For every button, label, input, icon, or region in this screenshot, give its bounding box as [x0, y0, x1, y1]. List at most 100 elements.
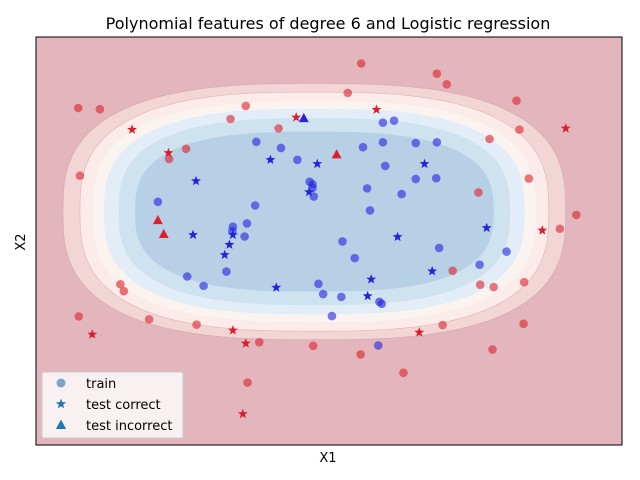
y-axis-label: X2 [14, 233, 29, 250]
train-point-8 [362, 184, 372, 193]
train-point-26 [318, 289, 328, 299]
train-point-6 [358, 142, 368, 152]
legend-train-label: train [86, 377, 116, 392]
train-point-37 [378, 118, 388, 127]
train-point-47 [274, 124, 283, 133]
train-point-72 [519, 319, 528, 329]
train-point-7 [378, 137, 388, 147]
test-correct-point-11 [427, 265, 438, 276]
test-incorrect-point-2 [152, 214, 163, 225]
train-point-58 [555, 224, 565, 234]
test-correct-point-1 [312, 158, 323, 169]
train-point-36 [389, 116, 399, 125]
train-point-70 [489, 282, 498, 292]
legend: train test correct test incorrect [41, 371, 184, 439]
train-point-15 [242, 219, 252, 228]
train-point-12 [397, 189, 406, 199]
test-correct-point-21 [227, 325, 238, 335]
train-point-41 [95, 104, 105, 114]
train-point-54 [485, 134, 494, 144]
test-correct-point-20 [87, 329, 98, 339]
contour-band-5 [135, 131, 494, 292]
train-point-31 [475, 260, 484, 269]
test-correct-point-5 [188, 229, 198, 240]
train-point-18 [153, 197, 163, 207]
chart-title: Polynomial features of degree 6 and Logi… [106, 14, 551, 33]
legend-star-symbol [55, 398, 67, 409]
legend-test-incorrect-label: test incorrect [86, 419, 172, 434]
test-correct-point-7 [224, 239, 235, 249]
train-point-1 [276, 143, 286, 153]
train-point-50 [432, 69, 442, 79]
test-correct-point-9 [392, 231, 403, 242]
train-point-66 [356, 350, 365, 359]
test-correct-point-16 [163, 147, 174, 158]
test-correct-point-13 [271, 282, 282, 292]
test-correct-point-18 [560, 123, 571, 133]
train-point-14 [250, 201, 260, 210]
train-point-64 [254, 337, 264, 347]
train-point-17 [240, 232, 249, 241]
train-point-67 [438, 320, 447, 330]
train-point-39 [228, 222, 238, 232]
train-point-52 [512, 96, 521, 105]
test-correct-point-17 [371, 104, 382, 114]
train-point-45 [226, 114, 235, 124]
test-correct-point-22 [240, 338, 251, 348]
train-point-51 [442, 80, 452, 89]
test-correct-point-19 [537, 225, 548, 235]
train-point-60 [119, 286, 129, 296]
test-correct-point-6 [227, 229, 238, 240]
test-incorrect-point-3 [158, 228, 169, 238]
train-point-21 [434, 243, 444, 253]
train-point-53 [515, 125, 524, 134]
train-point-74 [399, 368, 408, 378]
train-point-22 [222, 267, 231, 276]
train-point-9 [365, 206, 375, 215]
train-point-19 [338, 237, 347, 246]
legend-test-incorrect-marker [55, 419, 67, 430]
train-point-11 [411, 174, 421, 184]
test-correct-point-23 [414, 327, 425, 337]
test-correct-point-12 [366, 274, 377, 284]
test-correct-point-2 [304, 186, 315, 197]
plot-area [35, 36, 623, 446]
x-axis-label: X1 [319, 451, 336, 466]
train-point-71 [519, 277, 529, 287]
test-correct-point-0 [265, 154, 276, 165]
test-correct-point-14 [362, 290, 373, 301]
train-point-32 [502, 247, 511, 256]
test-correct-point-15 [127, 124, 138, 134]
legend-test-correct-label: test correct [86, 398, 161, 413]
legend-item-train: train [56, 377, 116, 392]
test-correct-point-8 [219, 249, 230, 260]
train-point-40 [73, 103, 83, 113]
train-point-62 [144, 315, 154, 324]
train-point-63 [192, 320, 201, 329]
train-point-46 [241, 101, 251, 111]
train-point-35 [431, 173, 441, 183]
legend-box [41, 371, 184, 439]
test-incorrect-point-1 [331, 149, 342, 159]
train-point-69 [475, 280, 485, 289]
train-point-59 [116, 279, 125, 289]
legend-item-test-incorrect: test incorrect [55, 419, 172, 434]
legend-item-test-correct: test correct [55, 398, 161, 413]
train-point-10 [411, 138, 421, 148]
test-correct-point-4 [419, 158, 430, 169]
train-point-68 [448, 266, 457, 276]
train-point-34 [432, 137, 442, 147]
test-correct-point-24 [237, 408, 248, 419]
plot-frame [35, 36, 623, 446]
train-point-25 [314, 279, 323, 289]
train-point-55 [524, 174, 534, 183]
train-point-42 [75, 171, 85, 181]
data-points [73, 59, 581, 419]
train-point-56 [474, 188, 483, 197]
train-point-49 [356, 59, 366, 68]
train-point-65 [308, 341, 318, 351]
legend-test-correct-marker [55, 398, 67, 409]
train-point-0 [252, 137, 261, 147]
